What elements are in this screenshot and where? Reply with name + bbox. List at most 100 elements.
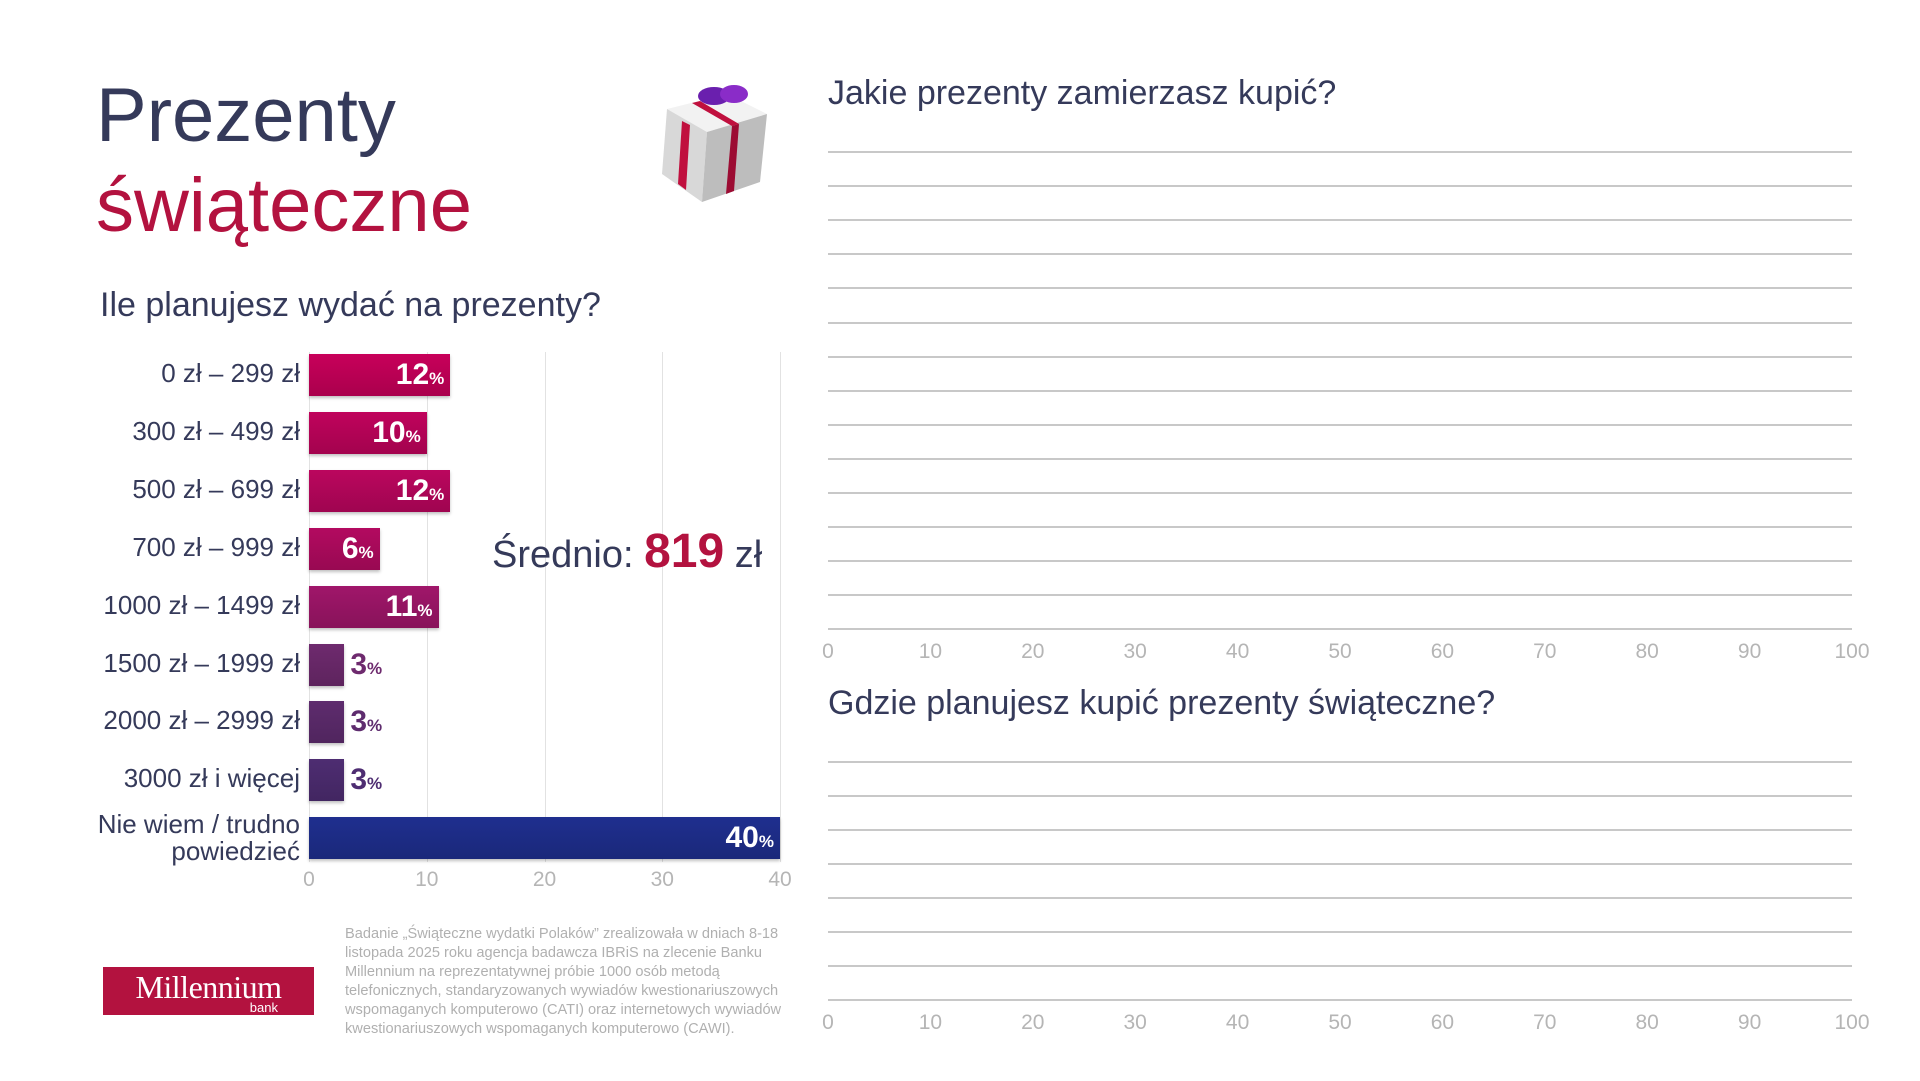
gridline <box>1442 765 1444 795</box>
gridline <box>1544 189 1546 220</box>
bar-value-fill <box>1023 833 1852 863</box>
gridline <box>930 155 932 186</box>
gridline <box>1135 765 1137 795</box>
percent-sign: % <box>367 774 383 793</box>
bar-row: Smartfon 3% <box>828 496 1852 527</box>
bar <box>309 412 427 454</box>
category-label: 1000 zł – 1499 zł <box>103 590 300 620</box>
category-label: Książki <box>858 224 931 252</box>
gridline <box>1237 731 1239 761</box>
gridline <box>544 352 546 862</box>
gridline <box>1032 969 1034 999</box>
gridline <box>1647 564 1649 595</box>
gridline <box>1237 833 1239 863</box>
category-label: Konsola, laptop lub komputer <box>858 463 1155 490</box>
gridline <box>1544 731 1546 761</box>
category-label: 1500 zł – 1999 zł <box>103 648 300 678</box>
gridline <box>1749 901 1751 931</box>
gridline <box>1032 359 1034 390</box>
gridline <box>1544 325 1546 356</box>
value-label: 11% <box>385 590 433 623</box>
gridline <box>1340 833 1341 863</box>
category-label: Elektronika <box>858 360 972 388</box>
value-label: 28% <box>1785 257 1839 288</box>
gridline <box>930 121 932 151</box>
value-label: 38% <box>1785 731 1839 761</box>
category-label: Nie kupuję prezentów świątecznych <box>858 902 1222 929</box>
gridline <box>1544 935 1546 965</box>
gridline <box>1749 325 1751 356</box>
gridline <box>1340 155 1341 186</box>
x-tick-label: 100 <box>1834 1011 1870 1034</box>
gridline <box>1032 223 1034 254</box>
gridline <box>1237 901 1239 931</box>
gridline <box>1544 799 1546 829</box>
gridline <box>1340 223 1341 254</box>
gridline <box>1032 121 1034 151</box>
gridline <box>1340 598 1341 629</box>
value-label: 3% <box>1793 496 1831 527</box>
gridline <box>1237 935 1239 965</box>
x-tick-label: 30 <box>1123 1011 1147 1034</box>
bar-value-fill <box>848 530 1852 560</box>
bar-row: Gry komputerowe 9% <box>828 427 1852 458</box>
x-tick-label: 70 <box>1533 1011 1557 1034</box>
chart3-title: Gdzie planujesz kupić prezenty świąteczn… <box>828 684 1496 722</box>
bar <box>309 701 345 743</box>
value-label: 13% <box>1785 598 1839 629</box>
bar-row: Nie kupuję prezentów świątecznych 10% <box>828 901 1852 931</box>
value-label: 6% <box>341 532 374 565</box>
category-label: Na bazarze <box>858 936 976 963</box>
gridline <box>1032 598 1034 629</box>
gridline <box>1032 189 1034 220</box>
gridline <box>1032 867 1034 897</box>
gridline <box>1442 799 1444 829</box>
bar-value-fill <box>1217 731 1852 761</box>
gridline <box>1340 935 1341 965</box>
value-label: 12% <box>1785 359 1839 390</box>
gridline <box>1544 765 1546 795</box>
gridline <box>1237 325 1239 356</box>
category-label: 700 zł – 999 zł <box>132 532 300 562</box>
gridline <box>1647 867 1649 897</box>
gridline <box>1237 564 1239 595</box>
percent-sign: % <box>758 832 774 851</box>
logo-sub: bank <box>249 1000 278 1015</box>
category-label: 3000 zł i więcej <box>123 763 300 793</box>
gridline <box>1135 189 1137 220</box>
bar-value-fill <box>1135 765 1852 795</box>
category-label: 300 zł – 499 zł <box>132 416 300 446</box>
category-label: W internecie za pomocą komputera <box>858 732 1220 759</box>
gridline <box>1340 867 1341 897</box>
gridline <box>1544 496 1546 527</box>
bar-row: Książki 31% <box>828 223 1852 254</box>
gridline <box>930 223 932 254</box>
gridline <box>1135 833 1137 863</box>
bar-value-fill <box>930 901 1852 931</box>
gridline <box>1135 969 1137 999</box>
gridline <box>1340 393 1341 424</box>
gridline <box>1135 496 1137 527</box>
gridline <box>930 833 932 863</box>
x-tick-label: 50 <box>1328 1011 1352 1034</box>
gridline <box>1032 291 1034 322</box>
gridline <box>1647 325 1649 356</box>
gridline <box>1749 598 1751 629</box>
footnote: Badanie „Świąteczne wydatki Polaków” zre… <box>345 926 782 1037</box>
gridline <box>1135 359 1137 390</box>
value-label: 4% <box>1793 462 1831 492</box>
gridline <box>1442 325 1444 356</box>
gridline <box>1032 462 1034 492</box>
gridline <box>1749 462 1751 492</box>
category-label: Kosmetyki lub perfumy <box>858 122 1091 149</box>
bar-value-fill <box>1115 257 1852 287</box>
gridline <box>1647 799 1649 829</box>
gridline <box>930 530 932 561</box>
gridline <box>1340 496 1341 527</box>
gridline <box>1135 901 1137 931</box>
bar-row: W konkretnym sklepie, ale nie dyskoncie,… <box>828 799 1852 829</box>
category-label: Prezent luksusowy, np. zegarek lub drożs… <box>858 394 1381 422</box>
category-label: Hulajnoga elektryczna <box>858 531 1084 559</box>
gridline <box>1749 291 1751 322</box>
gridline <box>1749 223 1751 254</box>
